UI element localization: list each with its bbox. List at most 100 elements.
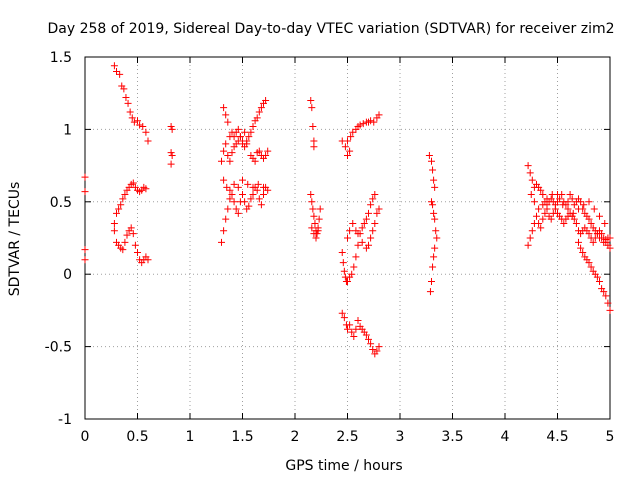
y-tick-label: -1 [58,412,72,428]
data-point [367,117,375,125]
data-point [234,209,242,217]
data-point [115,205,123,213]
data-point [365,209,372,217]
data-point [564,205,572,213]
data-point [575,238,582,246]
data-point [431,244,439,252]
data-point [425,151,433,159]
data-point [537,224,545,232]
data-point [241,198,249,206]
data-point [373,209,381,217]
data-point [537,186,545,194]
data-point [429,166,437,174]
data-point [249,191,257,199]
y-tick-label: 0.5 [50,195,72,211]
data-point [339,259,347,267]
data-point [346,321,354,329]
data-point [134,117,141,125]
data-point [244,180,252,188]
data-point [367,340,375,348]
data-point [311,220,319,228]
data-point [136,121,144,129]
data-point [528,227,536,235]
data-point [350,263,358,271]
data-point [220,104,228,112]
data-point [587,263,595,271]
data-point [598,230,606,238]
data-point [554,198,561,206]
y-tick-label: 1 [63,122,72,138]
data-point [309,205,317,213]
data-point [124,99,132,107]
data-point [585,259,593,267]
data-point [370,118,378,126]
data-point [566,191,574,199]
data-point [315,215,323,223]
data-point [307,96,315,104]
data-point [262,96,270,104]
data-point [346,227,354,235]
x-tick-label: 0.5 [126,429,148,445]
data-point [312,234,320,242]
data-point [120,85,128,93]
data-point [524,241,532,249]
data-point [234,125,242,133]
data-point [232,205,240,213]
data-point [533,212,540,220]
data-point [596,277,603,285]
data-point [570,215,578,223]
data-point [144,256,152,264]
data-point [568,195,576,203]
data-point [359,120,367,128]
data-point [308,198,316,206]
data-point [226,195,234,203]
data-point [577,198,585,206]
data-point [577,244,585,252]
data-point [119,246,127,254]
data-point [310,230,318,238]
data-point [129,230,137,238]
data-point [354,317,362,325]
data-point [338,248,346,256]
data-point [113,209,120,217]
data-point [110,220,118,228]
data-point [168,125,176,133]
data-point [121,191,129,199]
data-point [142,185,150,193]
data-point [131,241,139,249]
data-point [580,201,588,209]
data-point [249,123,257,131]
data-point [589,238,597,246]
data-point [362,331,370,339]
data-point [354,230,362,238]
data-point [220,147,228,155]
data-point [264,186,272,194]
data-point [590,205,598,213]
data-point [255,195,263,203]
data-point [228,191,236,199]
data-point [369,345,377,353]
data-point [234,183,242,191]
y-tick-label: 0 [63,267,72,283]
data-point [122,94,130,102]
data-point [255,108,263,116]
data-point [358,224,366,232]
data-point [110,227,118,235]
data-point [316,205,324,213]
data-point [255,147,263,155]
data-point [340,314,348,322]
data-point [535,205,543,213]
data-point [352,325,360,333]
data-point [585,215,593,223]
data-point [340,267,348,275]
data-point [575,205,582,213]
data-point [224,118,232,126]
data-point [539,191,547,199]
data-point [433,234,441,242]
data-point [541,209,549,217]
data-point [572,220,580,228]
data-point [264,147,272,155]
data-point [429,263,437,271]
data-point [524,162,532,170]
data-point [222,111,230,119]
